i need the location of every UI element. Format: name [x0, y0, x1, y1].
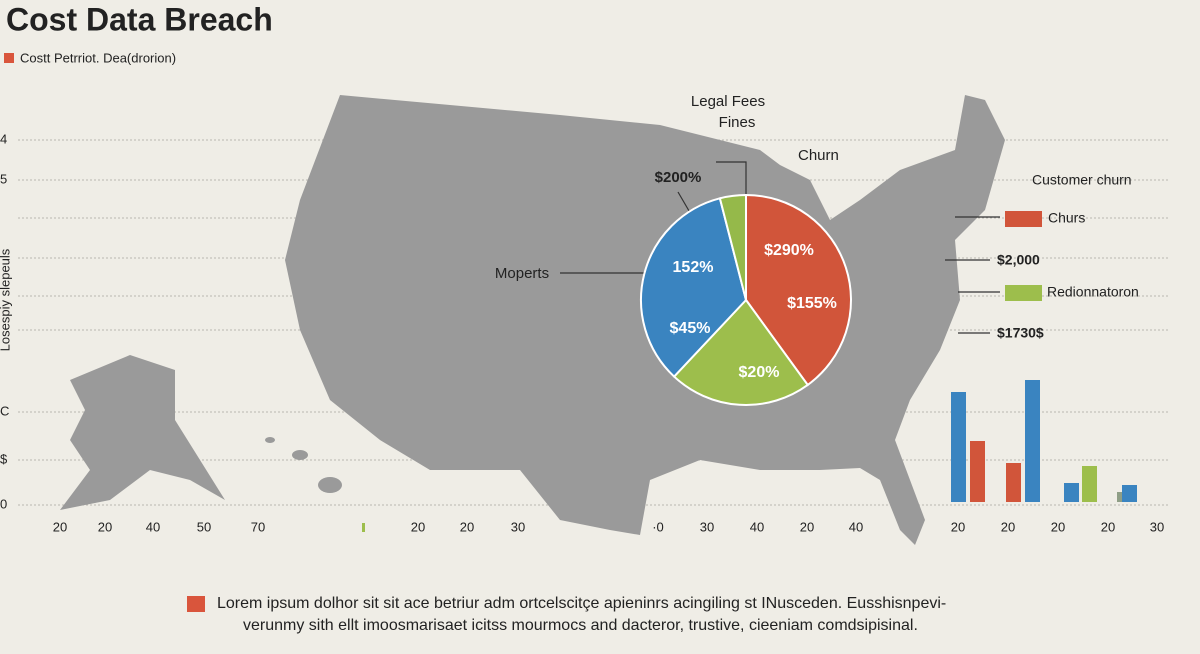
x-tick-label: 30 [700, 519, 714, 534]
x-tick-label: 20 [460, 519, 474, 534]
bar [951, 392, 966, 502]
island [318, 477, 342, 493]
annotation: Redionnatoron [1047, 284, 1139, 300]
x-tick-label: ·0 [652, 519, 664, 534]
pie-chart [640, 193, 852, 406]
x-tick-label: 50 [197, 519, 211, 534]
annotation: Churs [1048, 210, 1085, 226]
annotation: 152% [673, 259, 714, 276]
annotation: $1730$ [997, 325, 1044, 341]
x-tick-label: 20 [98, 519, 112, 534]
bar-chart [951, 380, 1137, 502]
island [265, 437, 275, 443]
annotation: $290% [764, 242, 814, 259]
map [60, 95, 1005, 545]
annotation: $20% [739, 364, 780, 381]
legend-label: Costt Petrriot. Dea(drorion) [20, 50, 176, 65]
y-tick-label: 0 [0, 496, 7, 511]
labels: 4 5 C $0 20 20 40 50 70 20 20 30 ·0 30 40 20 40 20 20 20 20 3… [0, 93, 1164, 534]
x-tick-label: 20 [1001, 519, 1015, 534]
pie-slice [718, 193, 747, 301]
pie-slice [672, 298, 810, 406]
annotation: Moperts [495, 265, 549, 282]
x-tick-label: 30 [1150, 519, 1164, 534]
y-tick-label: C [0, 403, 9, 418]
annotation: $45% [670, 320, 711, 337]
marker [362, 523, 365, 532]
x-tick-label: 40 [146, 519, 160, 534]
x-tick-label: 20 [1101, 519, 1115, 534]
legend-swatch [1005, 285, 1042, 301]
bar [1006, 463, 1021, 502]
footer-swatch [187, 596, 205, 612]
bar [1064, 483, 1079, 502]
alaska [60, 355, 225, 510]
x-tick-label: 20 [411, 519, 425, 534]
bar [1122, 485, 1137, 502]
annotation: Churn [798, 147, 839, 164]
legend-swatch [4, 53, 14, 63]
annotation: Fines [719, 114, 756, 131]
island [292, 450, 308, 460]
y-tick-label: $ [0, 451, 8, 466]
side-label: Losespiy slepeuls [0, 248, 12, 351]
x-tick-label: 20 [800, 519, 814, 534]
annotation: $2,000 [997, 252, 1040, 268]
annotation: Customer churn [1032, 172, 1132, 188]
bar [1025, 380, 1040, 502]
leader-lines [560, 161, 1000, 334]
x-tick-label: 20 [1051, 519, 1065, 534]
y-tick-label: 5 [0, 171, 7, 186]
x-tick-label: 70 [251, 519, 265, 534]
pie-slice [745, 193, 852, 387]
leader-line [716, 161, 747, 200]
x-tick-label: 40 [750, 519, 764, 534]
bar [1082, 466, 1097, 502]
annotation: $200% [655, 169, 702, 186]
y-tick-label: 4 [0, 131, 7, 146]
footer-text: Lorem ipsum dolhor sit sit ace betriur a… [217, 595, 946, 612]
x-tick-label: 20 [951, 519, 965, 534]
x-tick-label: 30 [511, 519, 525, 534]
x-tick-label: 20 [53, 519, 67, 534]
annotation: $155% [787, 295, 837, 312]
bar [970, 441, 985, 502]
legend-swatch [1005, 211, 1042, 227]
x-tick-label: 40 [849, 519, 863, 534]
pie-slice [640, 197, 748, 378]
title: Cost Data Breach [6, 1, 273, 37]
footer-text: verunmy sith ellt imoosmarisaet icitss m… [243, 617, 918, 634]
annotation: Legal Fees [691, 93, 765, 110]
